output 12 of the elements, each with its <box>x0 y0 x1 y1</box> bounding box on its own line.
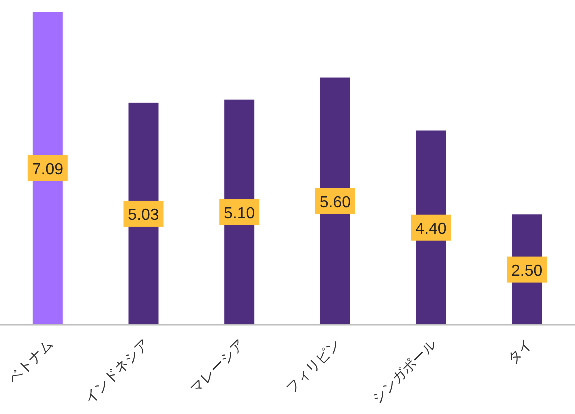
x-tick-label: フィリピン <box>283 336 344 398</box>
data-label: 5.03 <box>128 206 160 224</box>
x-tick-label: インドネシア <box>82 336 153 408</box>
data-label: 4.40 <box>416 220 447 238</box>
x-tick-label: ベトナム <box>6 336 57 388</box>
x-tick-label: シンガポール <box>369 336 440 408</box>
data-label: 7.09 <box>32 162 64 178</box>
x-tick-label: マレーシア <box>188 336 248 398</box>
x-tick-label: タイ <box>504 336 536 368</box>
data-label: 2.50 <box>512 262 543 280</box>
data-label: 5.60 <box>320 194 352 212</box>
data-label: 5.10 <box>224 205 256 222</box>
